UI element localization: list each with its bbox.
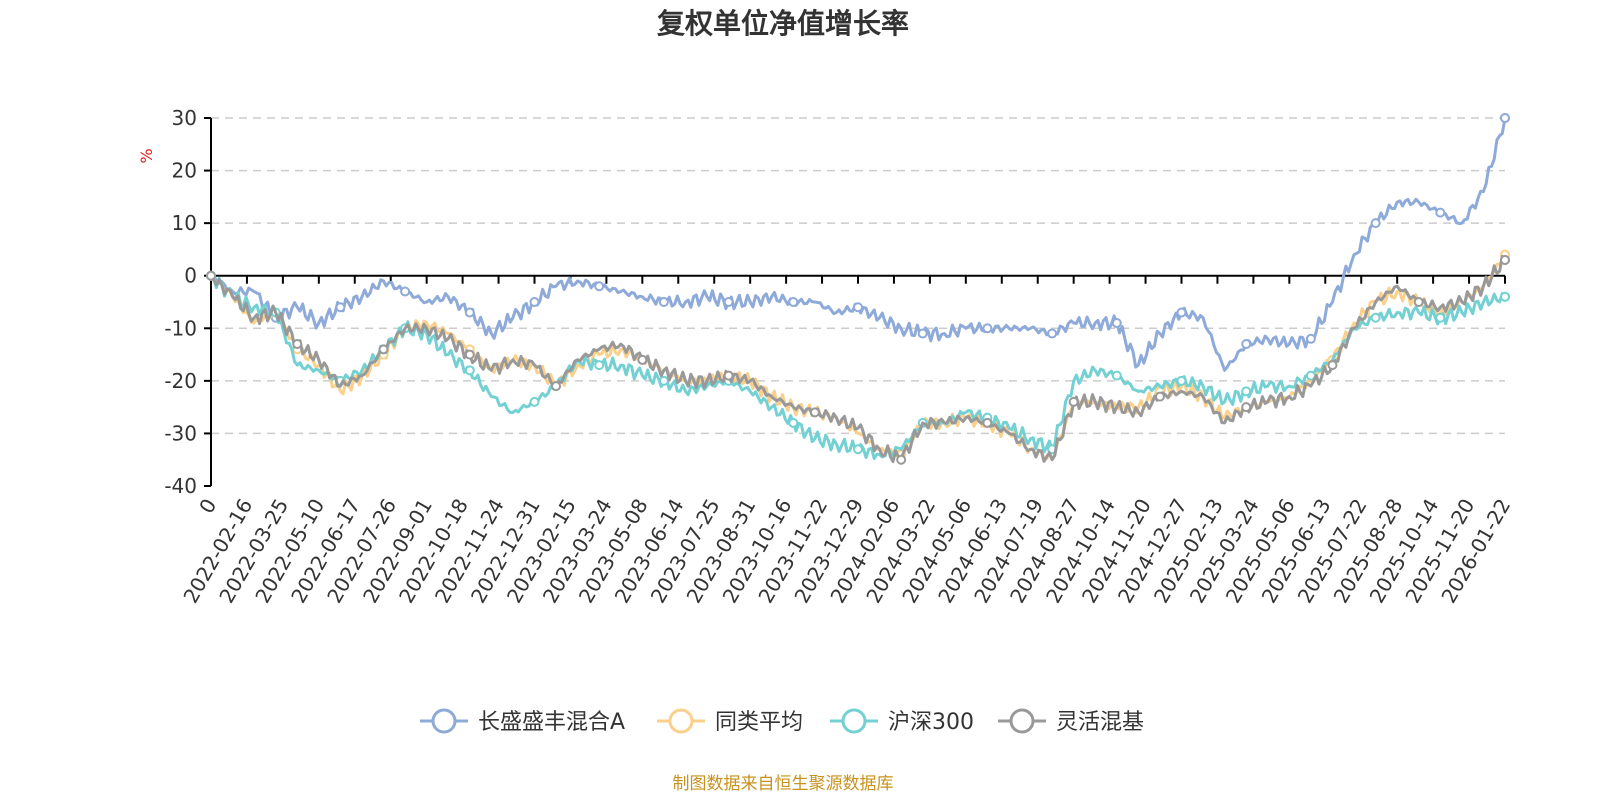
- data-point: [378, 344, 389, 355]
- data-point: [1176, 307, 1187, 318]
- data-point: [1068, 396, 1079, 407]
- x-tick-label: 0: [194, 495, 221, 518]
- legend-item[interactable]: 长盛盛丰混合A: [420, 708, 625, 735]
- x-axis-ticks: 02022-02-162022-03-252022-05-102022-06-1…: [178, 274, 1515, 607]
- data-point: [1154, 391, 1165, 402]
- legend-item[interactable]: 沪深300: [830, 708, 974, 735]
- y-tick-label: -10: [164, 316, 197, 340]
- data-point: [1500, 291, 1510, 302]
- data-point: [464, 307, 475, 318]
- data-point: [853, 444, 863, 455]
- data-point: [658, 375, 669, 386]
- data-point: [1500, 113, 1510, 123]
- data-point: [1370, 312, 1381, 323]
- data-point: [1111, 318, 1122, 329]
- legend[interactable]: 长盛盛丰混合A 同类平均 沪深300 灵活混基: [420, 708, 1144, 735]
- data-point: [400, 286, 411, 297]
- data-point: [1241, 339, 1252, 350]
- data-point: [551, 381, 562, 392]
- y-tick-label: 10: [172, 211, 197, 235]
- legend-label: 长盛盛丰混合A: [478, 710, 625, 735]
- data-point: [529, 396, 540, 407]
- data-point: [658, 297, 669, 307]
- data-point: [1241, 386, 1252, 397]
- data-point: [982, 323, 993, 334]
- data-point: [723, 370, 734, 381]
- legend-item[interactable]: 同类平均: [657, 708, 803, 735]
- data-point: [1413, 297, 1424, 307]
- data-point: [594, 360, 605, 371]
- y-tick-label: 30: [172, 106, 197, 130]
- data-point: [1500, 254, 1510, 265]
- series-lines: [206, 113, 1510, 465]
- legend-marker-icon: [668, 708, 694, 734]
- y-tick-label: 20: [172, 159, 197, 183]
- data-point: [1047, 328, 1058, 339]
- data-point: [853, 302, 863, 313]
- data-point: [529, 297, 540, 307]
- legend-item[interactable]: 灵活混基: [998, 708, 1144, 735]
- y-axis-unit: %: [137, 148, 156, 163]
- data-point: [809, 407, 820, 418]
- data-point: [292, 339, 303, 350]
- legend-marker-icon: [841, 708, 867, 734]
- data-source-note: 制图数据来自恒生聚源数据库: [673, 774, 894, 794]
- data-point: [594, 281, 605, 292]
- data-point: [206, 270, 216, 281]
- data-point: [896, 454, 907, 465]
- legend-marker-icon: [431, 708, 457, 734]
- legend-label: 灵活混基: [1056, 710, 1144, 735]
- data-point: [464, 349, 475, 360]
- y-tick-label: 0: [184, 264, 197, 288]
- data-point: [917, 328, 928, 339]
- legend-label: 沪深300: [888, 710, 974, 735]
- y-axis-ticks: 30 20 10 0 -10 -20 -30 -40: [164, 106, 212, 498]
- y-tick-label: -20: [164, 369, 197, 393]
- series-line: [209, 254, 1507, 464]
- data-point: [1327, 360, 1338, 371]
- data-point: [1435, 312, 1446, 323]
- chart-title: 复权单位净值增长率: [657, 7, 909, 40]
- data-point: [788, 417, 799, 428]
- legend-label: 同类平均: [715, 710, 803, 735]
- data-point: [1305, 333, 1316, 344]
- y-tick-label: -30: [164, 421, 197, 445]
- data-point: [1111, 370, 1122, 381]
- data-point: [788, 297, 799, 307]
- data-point: [1176, 375, 1187, 386]
- data-point: [1435, 207, 1446, 218]
- data-point: [637, 354, 648, 365]
- data-point: [1370, 218, 1381, 229]
- data-point: [982, 417, 993, 428]
- legend-marker-icon: [1009, 708, 1035, 734]
- y-tick-label: -40: [164, 474, 197, 498]
- data-point: [1241, 402, 1252, 413]
- data-point: [464, 365, 475, 376]
- data-point: [723, 297, 734, 307]
- data-point: [335, 302, 346, 313]
